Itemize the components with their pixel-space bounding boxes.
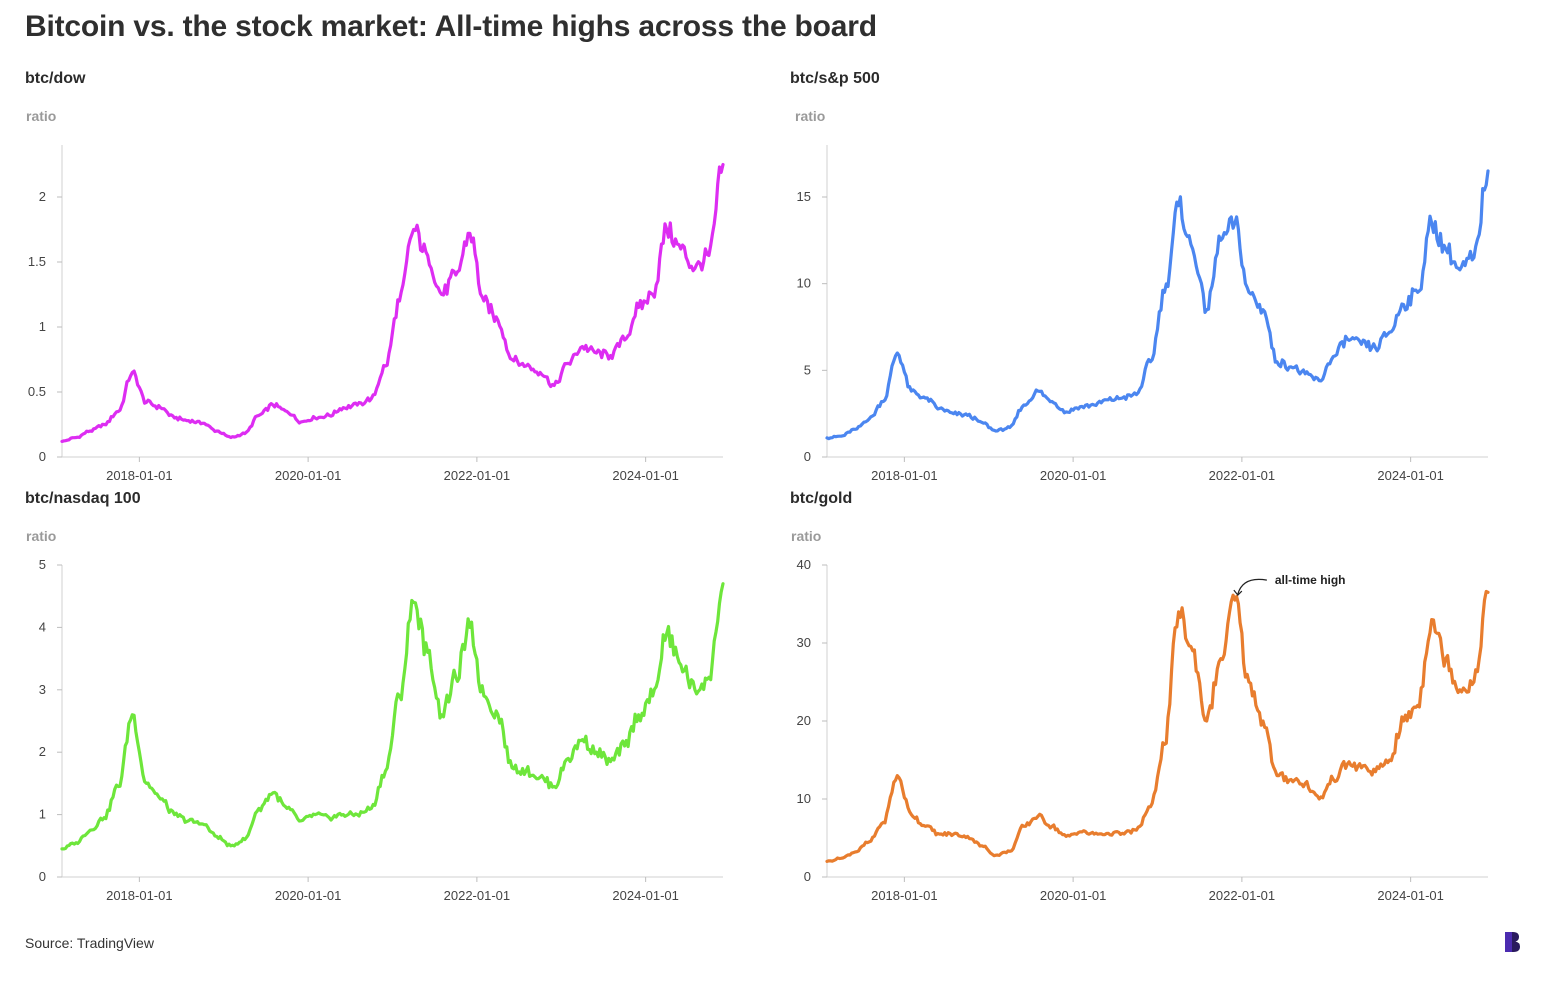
annotation-arrow [1237,578,1267,595]
x-tick-label: 2024-01-01 [612,468,679,483]
line-chart-btc-dow: 0 0.5 1 1.5 2 2018-01-01 2020-01-01 2022-01-01 2… [28,145,725,483]
y-tick-label: 0 [804,449,811,464]
chart-title: btc/dow [25,70,86,87]
line-chart-btc-sp500: 0 5 10 15 2018-01-01 2020-01-01 2022-01-01 2024… [797,145,1490,483]
x-tick-label: 2020-01-01 [275,468,342,483]
y-tick-label: 10 [797,276,811,291]
x-tick-label: 2024-01-01 [1377,468,1444,483]
x-tick-label: 2022-01-01 [1209,468,1276,483]
x-tick-label: 2018-01-01 [106,468,173,483]
chart-title: btc/s&p 500 [790,70,880,87]
line-chart-btc-gold: 0 10 20 30 40 2018-01-01 2020-01-01 2022-01-01 2… [797,557,1490,903]
y-tick-label: 3 [39,682,46,697]
x-tick-label: 2020-01-01 [275,888,342,903]
page-title: Bitcoin vs. the stock market: All-time h… [25,10,877,43]
y-axis-label: ratio [791,528,822,544]
chart-panel-btc-nasdaq: btc/nasdaq 100 ratio 0 1 2 3 4 5 2018-01-01 202… [25,490,785,910]
y-tick-label: 2 [39,189,46,204]
y-axis-label: ratio [795,108,826,124]
x-tick-label: 2022-01-01 [444,888,511,903]
series-line [60,162,725,443]
blockworks-logo-icon [1505,932,1520,952]
x-tick-label: 2018-01-01 [871,468,938,483]
x-tick-label: 2020-01-01 [1040,888,1107,903]
x-tick-label: 2018-01-01 [106,888,173,903]
y-tick-label: 40 [797,557,811,572]
x-tick-label: 2020-01-01 [1040,468,1107,483]
chart-panel-btc-sp500: btc/s&p 500 ratio 0 5 10 15 2018-01-01 2020-0… [790,70,1549,490]
y-axis-label: ratio [26,528,57,544]
y-tick-label: 30 [797,635,811,650]
y-tick-label: 1.5 [28,254,46,269]
y-tick-label: 0 [39,869,46,884]
series-line [60,582,725,851]
y-tick-label: 4 [39,619,46,634]
y-tick-label: 0 [804,869,811,884]
x-tick-label: 2024-01-01 [1377,888,1444,903]
x-tick-label: 2024-01-01 [612,888,679,903]
y-tick-label: 0 [39,449,46,464]
line-chart-btc-nasdaq: 0 1 2 3 4 5 2018-01-01 2020-01-01 2022-01-01 2024… [39,557,725,903]
chart-title: btc/nasdaq 100 [25,490,141,507]
series-line [825,169,1490,441]
chart-panel-btc-dow: btc/dow ratio 0 0.5 1 1.5 2 2018-01-01 2020-01… [25,70,785,490]
x-tick-label: 2022-01-01 [444,468,511,483]
annotation-arrowhead [1233,589,1243,596]
y-tick-label: 5 [39,557,46,572]
y-tick-label: 15 [797,189,811,204]
chart-panel-btc-gold: btc/gold ratio 0 10 20 30 40 2018-01-01 2020-0… [790,490,1549,910]
y-tick-label: 5 [804,362,811,377]
annotation-label: all-time high [1275,573,1346,587]
source-note: Source: TradingView [25,935,154,951]
y-tick-label: 20 [797,713,811,728]
y-tick-label: 0.5 [28,384,46,399]
y-tick-label: 10 [797,791,811,806]
y-tick-label: 1 [39,807,46,822]
x-tick-label: 2018-01-01 [871,888,938,903]
y-axis-label: ratio [26,108,57,124]
y-tick-label: 2 [39,744,46,759]
chart-title: btc/gold [790,490,853,507]
x-tick-label: 2022-01-01 [1209,888,1276,903]
series-line [825,589,1490,863]
y-tick-label: 1 [39,319,46,334]
